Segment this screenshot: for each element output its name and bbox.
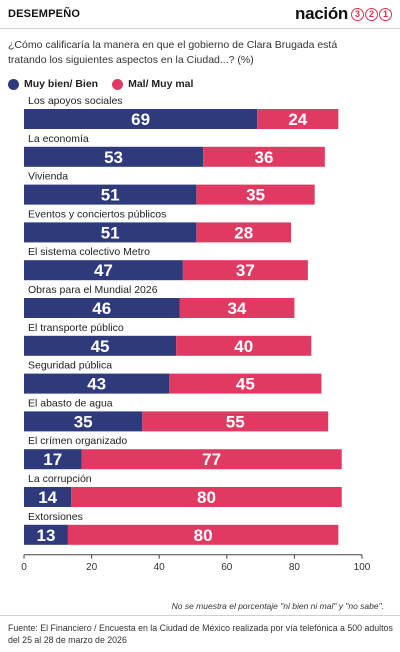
logo-digit: 2 [365,7,378,21]
category-label: Vivienda [28,171,68,183]
legend-label-negative: Mal/ Muy mal [128,78,194,90]
legend-label-positive: Muy bien/ Bien [24,78,99,90]
category-label: Obras para el Mundial 2026 [28,284,158,296]
data-label-negative: 77 [202,450,221,469]
data-label-negative: 28 [234,223,253,242]
bar-negative [179,298,295,318]
footer-divider [0,615,400,616]
section-label: DESEMPEÑO [8,8,81,20]
bar-positive [24,449,82,470]
data-label-negative: 55 [226,412,245,431]
bar-positive [24,109,258,129]
stacked-bar-chart: Los apoyos sociales 69 24 La economía 53 36 Vi… [21,95,371,573]
category-label: El abasto de agua [28,397,113,409]
category-label: Seguridad pública [28,360,112,372]
bar-negative [176,335,312,356]
bar-negative [182,260,308,281]
data-label-negative: 45 [236,375,255,394]
data-label-positive: 14 [38,488,57,507]
legend-swatch-negative [112,78,124,90]
category-label: La corrupción [28,473,92,485]
x-tick-label: 80 [289,562,301,573]
x-tick-label: 20 [86,562,98,573]
category-label: Los apoyos sociales [28,95,123,107]
data-label-positive: 69 [131,110,150,129]
footnote: No se muestra el porcentaje "ni bien ni … [171,601,384,611]
bar-negative [203,146,325,167]
data-label-negative: 24 [288,110,307,129]
data-label-negative: 35 [246,186,265,205]
bar-positive [24,222,197,243]
data-label-negative: 36 [255,148,274,167]
data-label-positive: 47 [94,261,113,280]
data-label-positive: 53 [104,148,123,167]
bar-negative [81,449,342,470]
data-label-negative: 80 [197,488,216,507]
data-label-positive: 13 [37,526,56,545]
legend-item-negative: Mal/ Muy mal [112,78,193,90]
data-label-positive: 45 [91,337,110,356]
data-label-negative: 37 [236,261,255,280]
x-tick-label: 60 [221,562,233,573]
category-label: Eventos y conciertos públicos [28,208,166,220]
logo-digit: 3 [351,7,364,21]
legend-item-positive: Muy bien/ Bien [8,78,98,90]
data-label-negative: 80 [194,526,213,545]
data-label-positive: 35 [74,412,93,431]
legend-swatch-positive [8,78,19,90]
x-tick-label: 100 [354,562,371,573]
bar-negative [67,524,339,545]
bar-negative [257,109,339,129]
bar-positive [24,524,68,545]
category-label: La economía [28,133,89,145]
bar-positive [24,298,180,318]
x-tick-label: 40 [154,562,166,573]
category-label: El sistema colectivo Metro [28,246,150,258]
logo-word: nación [295,4,348,23]
bar-positive [24,146,204,167]
category-label: El transporte público [28,322,124,334]
bar-positive [24,487,72,507]
nacion321-logo: nación 3 2 1 [295,3,392,25]
bar-negative [196,222,292,243]
category-label: Extorsiones [28,511,83,523]
category-label: El crímen organizado [28,435,127,447]
logo-digits: 3 2 1 [350,7,392,21]
bar-negative [196,184,315,205]
data-label-positive: 51 [101,186,120,205]
data-label-negative: 40 [234,337,253,356]
logo-digit: 1 [379,7,392,21]
bar-negative [142,411,329,432]
source-text: Fuente: El Financiero / Encuesta en la C… [8,623,393,645]
data-label-negative: 34 [227,299,246,318]
survey-question: ¿Cómo calificaría la manera en que el go… [8,39,338,66]
bar-positive [24,260,183,281]
bar-positive [24,335,177,356]
data-label-positive: 51 [101,223,120,242]
header-divider [0,28,400,29]
header: DESEMPEÑO nación 3 2 1 [0,0,400,30]
data-label-positive: 43 [87,375,106,394]
bar-positive [24,184,197,205]
data-label-positive: 17 [43,450,62,469]
x-tick-label: 0 [21,562,27,573]
bar-positive [24,411,143,432]
legend: Muy bien/ Bien Mal/ Muy mal [8,78,207,90]
bar-negative [71,487,342,507]
data-label-positive: 46 [92,299,111,318]
bar-negative [169,373,322,394]
bar-positive [24,373,170,394]
